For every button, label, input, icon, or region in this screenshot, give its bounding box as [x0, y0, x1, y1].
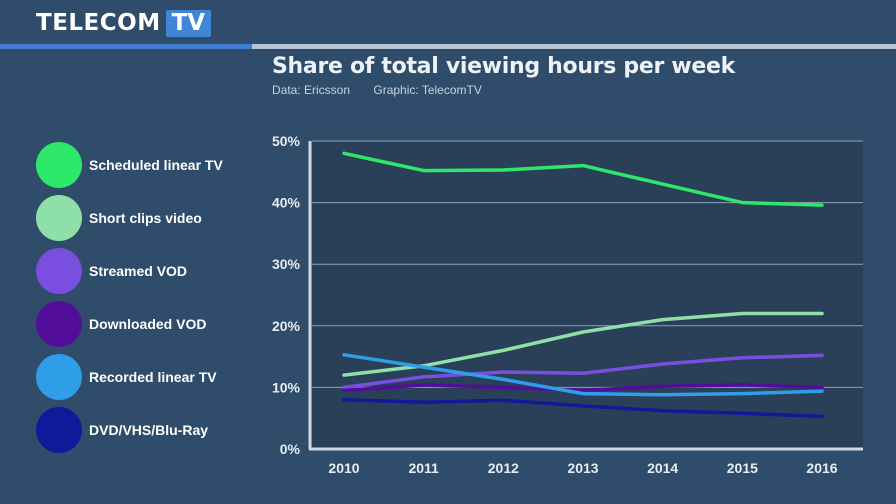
legend-item-recorded-linear-tv: Recorded linear TV — [36, 354, 223, 400]
legend-swatch — [36, 407, 82, 453]
series-line-downloaded-vod — [342, 383, 824, 393]
legend-swatch — [36, 301, 82, 347]
legend-item-scheduled-linear-tv: Scheduled linear TV — [36, 142, 223, 188]
legend-label: Downloaded VOD — [89, 316, 207, 332]
y-tick-label: 10% — [272, 379, 301, 395]
legend-swatch — [36, 354, 82, 400]
series-line-dvd-vhs-blu-ray — [342, 397, 824, 419]
y-tick-label: 0% — [280, 441, 301, 457]
x-tick-label: 2015 — [727, 460, 758, 476]
series-line-scheduled-linear-tv — [342, 151, 824, 207]
logo-tv-badge: TV — [165, 9, 212, 37]
legend-label: Scheduled linear TV — [89, 157, 223, 173]
header-divider-bar — [252, 44, 896, 49]
series-line-streamed-vod — [342, 353, 824, 390]
legend-swatch — [36, 142, 82, 188]
chart-legend: Scheduled linear TV Short clips video St… — [36, 142, 223, 460]
legend-item-short-clips-video: Short clips video — [36, 195, 223, 241]
legend-item-dvd-vhs-blu-ray: DVD/VHS/Blu-Ray — [36, 407, 223, 453]
x-tick-label: 2014 — [647, 460, 678, 476]
legend-label: Short clips video — [89, 210, 202, 226]
legend-label: Streamed VOD — [89, 263, 188, 279]
legend-item-streamed-vod: Streamed VOD — [36, 248, 223, 294]
y-tick-label: 30% — [272, 256, 301, 272]
legend-swatch — [36, 195, 82, 241]
chart-title: Share of total viewing hours per week — [272, 54, 735, 79]
y-tick-label: 40% — [272, 195, 301, 211]
header-accent-bar — [0, 44, 252, 49]
graphic-credit: Graphic: TelecomTV — [373, 83, 482, 97]
series-lines — [342, 151, 824, 419]
data-source: Data: Ericsson — [272, 83, 351, 97]
legend-label: Recorded linear TV — [89, 369, 217, 385]
legend-item-downloaded-vod: Downloaded VOD — [36, 301, 223, 347]
logo-wordmark: TELECOM — [36, 10, 161, 36]
series-line-recorded-linear-tv — [342, 353, 824, 397]
plot-area — [312, 141, 863, 448]
y-axis-ticks: 0% 10% 20% 30% 40% 50% — [272, 133, 301, 457]
y-tick-label: 50% — [272, 133, 301, 149]
x-tick-label: 2013 — [567, 460, 598, 476]
x-tick-label: 2012 — [488, 460, 519, 476]
x-tick-label: 2011 — [408, 460, 439, 476]
x-axis-ticks: 2010 2011 2012 2013 2014 2015 2016 — [328, 460, 837, 476]
legend-swatch — [36, 248, 82, 294]
y-tick-label: 20% — [272, 318, 301, 334]
telecomtv-logo: TELECOM TV — [36, 9, 212, 37]
x-tick-label: 2010 — [328, 460, 359, 476]
chart-subtitle: Data: Ericsson Graphic: TelecomTV — [272, 83, 502, 97]
x-tick-label: 2016 — [806, 460, 837, 476]
legend-label: DVD/VHS/Blu-Ray — [89, 422, 209, 438]
